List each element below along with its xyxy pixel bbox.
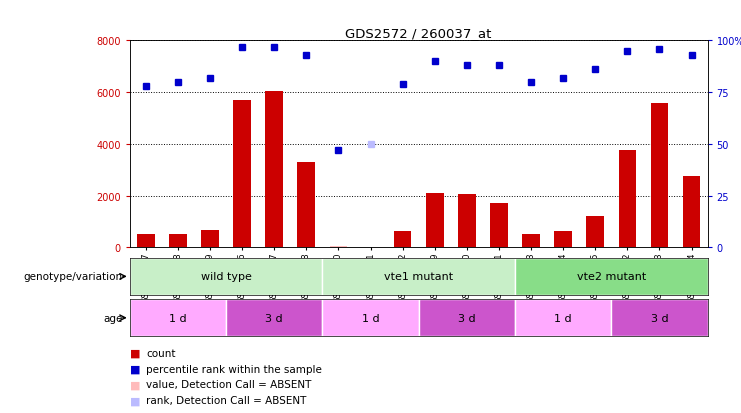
Text: ■: ■ — [130, 364, 140, 374]
Bar — [201, 230, 219, 248]
Text: 3 d: 3 d — [651, 313, 668, 323]
Bar — [515, 258, 708, 295]
Bar — [611, 299, 708, 337]
Text: 1 d: 1 d — [554, 313, 572, 323]
Bar — [651, 103, 668, 248]
Bar — [522, 234, 540, 248]
Text: ■: ■ — [130, 395, 140, 405]
Bar — [458, 195, 476, 248]
Text: 1 d: 1 d — [362, 313, 379, 323]
Bar — [330, 247, 348, 248]
Bar — [682, 177, 700, 248]
Bar — [554, 231, 572, 248]
Bar — [233, 101, 251, 248]
Text: wild type: wild type — [201, 272, 251, 282]
Text: 3 d: 3 d — [265, 313, 283, 323]
Text: value, Detection Call = ABSENT: value, Detection Call = ABSENT — [146, 380, 311, 389]
Bar — [419, 299, 515, 337]
Bar — [169, 235, 187, 248]
Text: genotype/variation: genotype/variation — [23, 272, 122, 282]
Bar — [297, 163, 315, 248]
Bar — [130, 299, 226, 337]
Bar — [362, 247, 379, 248]
Text: percentile rank within the sample: percentile rank within the sample — [146, 364, 322, 374]
Text: ■: ■ — [130, 348, 140, 358]
Text: rank, Detection Call = ABSENT: rank, Detection Call = ABSENT — [146, 395, 306, 405]
Text: ■: ■ — [130, 380, 140, 389]
Bar — [322, 258, 515, 295]
Text: count: count — [146, 348, 176, 358]
Bar — [265, 92, 283, 248]
Bar — [490, 203, 508, 248]
Bar — [130, 258, 322, 295]
Bar — [515, 299, 611, 337]
Bar — [426, 194, 444, 248]
Bar — [619, 151, 637, 248]
Bar — [393, 232, 411, 248]
Bar — [137, 234, 155, 248]
Text: 1 d: 1 d — [169, 313, 187, 323]
Text: age: age — [103, 313, 122, 323]
Title: GDS2572 / 260037_at: GDS2572 / 260037_at — [345, 27, 492, 40]
Bar — [586, 216, 604, 248]
Text: vte1 mutant: vte1 mutant — [384, 272, 453, 282]
Text: 3 d: 3 d — [458, 313, 476, 323]
Bar — [322, 299, 419, 337]
Bar — [226, 299, 322, 337]
Text: vte2 mutant: vte2 mutant — [576, 272, 646, 282]
